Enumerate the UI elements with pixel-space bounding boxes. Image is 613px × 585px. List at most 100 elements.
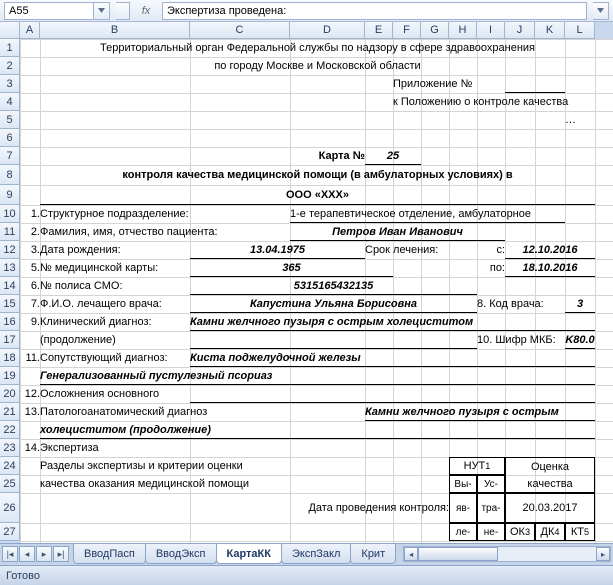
value-doctor: Капустина Ульяна Борисовна (190, 295, 477, 313)
row-header-3[interactable]: 3 (0, 75, 20, 93)
value-control-date: 20.03.2017 (505, 493, 595, 523)
value-pathoanatomical-2: холециститом (продолжение) (40, 421, 595, 439)
value-structure: 1-е терапевтическое отделение, амбулатор… (290, 205, 565, 223)
column-headers-row: ABCDEFGHIJKL (0, 22, 613, 39)
row-header-10[interactable]: 10 (0, 205, 20, 223)
row-header-9[interactable]: 9 (0, 185, 20, 205)
row-header-27[interactable]: 27 (0, 523, 20, 541)
value-diagnosis: Камни желчного пузыря с острым холецисти… (190, 313, 595, 331)
sheet-tab-ЭкспЗакл[interactable]: ЭкспЗакл (281, 544, 351, 564)
row-header-13[interactable]: 13 (0, 259, 20, 277)
col-header-E[interactable]: E (365, 22, 393, 39)
col-header-D[interactable]: D (290, 22, 365, 39)
label-card-no: № медицинской карты: (40, 259, 190, 277)
row-header-6[interactable]: 6 (0, 129, 20, 147)
col-header-I[interactable]: I (477, 22, 505, 39)
row-header-22[interactable]: 22 (0, 421, 20, 439)
sheet-tab-ВводЭксп[interactable]: ВводЭксп (145, 544, 217, 564)
col-header-C[interactable]: C (190, 22, 290, 39)
row-header-15[interactable]: 15 (0, 295, 20, 313)
label-policy: № полиса СМО: (40, 277, 190, 295)
row-header-7[interactable]: 7 (0, 147, 20, 165)
h-scroll-left[interactable]: ◂ (404, 547, 418, 561)
sheet-body: 1234567891011121314151617181920212223242… (0, 39, 613, 543)
col-ok: ОК3 (505, 523, 535, 541)
col-header-K[interactable]: K (535, 22, 565, 39)
row-header-20[interactable]: 20 (0, 385, 20, 403)
num-7: 7. (20, 295, 40, 313)
sheet-tabs-row: |◂ ◂ ▸ ▸| ВводПаспВводЭкспКартаККЭкспЗак… (0, 543, 613, 565)
row-header-16[interactable]: 16 (0, 313, 20, 331)
row-header-8[interactable]: 8 (0, 165, 20, 185)
value-pathoanatomical: Камни желчного пузыря с острым (365, 403, 595, 421)
column-headers: ABCDEFGHIJKL (20, 22, 595, 39)
blank-complications (190, 385, 595, 403)
row-header-26[interactable]: 26 (0, 493, 20, 523)
h-scroll-thumb[interactable] (418, 547, 498, 561)
row-header-14[interactable]: 14 (0, 277, 20, 295)
row-header-18[interactable]: 18 (0, 349, 20, 367)
row-header-12[interactable]: 12 (0, 241, 20, 259)
formula-input[interactable]: Экспертиза проведена: (162, 2, 587, 20)
num-13: 13. (20, 403, 40, 421)
row-header-5[interactable]: 5 (0, 111, 20, 129)
formula-bar-expand[interactable] (593, 2, 609, 20)
tab-nav-next[interactable]: ▸ (36, 546, 52, 562)
label-doctor-code: 8. Код врача: (477, 295, 565, 313)
row-header-4[interactable]: 4 (0, 93, 20, 111)
name-box[interactable]: A55 (4, 2, 94, 20)
col-header-F[interactable]: F (393, 22, 421, 39)
select-all-corner[interactable] (0, 22, 20, 39)
value-concomitant: Киста поджелудочной железы (190, 349, 595, 367)
row-header-1[interactable]: 1 (0, 39, 20, 57)
num-5: 5. (20, 259, 40, 277)
label-structure: Структурное подразделение: (40, 205, 290, 223)
tab-nav-last[interactable]: ▸| (53, 546, 69, 562)
appendix-number-blank (505, 75, 565, 93)
col-ocenka-2: качества (505, 475, 595, 493)
status-text: Готово (6, 570, 40, 582)
row-header-25[interactable]: 25 (0, 475, 20, 493)
exp-sections-2: качества оказания медицинской помощи (40, 475, 449, 493)
formula-bar-handle[interactable] (116, 2, 130, 20)
sheet-tabs: ВводПаспВводЭкспКартаККЭкспЗаклКрит (73, 544, 395, 564)
num-14: 14. (20, 439, 40, 457)
value-mkb: K80.0 (565, 331, 595, 349)
label-diagnosis: Клинический диагноз: (40, 313, 190, 331)
sheet-tab-Крит[interactable]: Крит (350, 544, 396, 564)
row-header-21[interactable]: 21 (0, 403, 20, 421)
name-box-dropdown[interactable] (94, 2, 110, 20)
row-header-19[interactable]: 19 (0, 367, 20, 385)
cell-grid[interactable]: Территориальный орган Федеральной службы… (20, 39, 613, 543)
label-continuation: (продолжение) (40, 331, 190, 349)
num-3: 3. (20, 241, 40, 259)
tab-nav-prev[interactable]: ◂ (19, 546, 35, 562)
sheet-tab-ВводПасп[interactable]: ВводПасп (73, 544, 146, 564)
label-treatment-period: Срок лечения: (365, 241, 449, 259)
col-vy2: яв- (449, 493, 477, 523)
h-scroll-right[interactable]: ▸ (596, 547, 610, 561)
h-scrollbar[interactable]: ◂ ▸ (403, 546, 611, 562)
col-header-G[interactable]: G (421, 22, 449, 39)
sheet-tab-КартаКК[interactable]: КартаКК (216, 544, 282, 564)
label-to: по: (449, 259, 505, 277)
col-header-H[interactable]: H (449, 22, 477, 39)
row-header-11[interactable]: 11 (0, 223, 20, 241)
col-us2: тра- (477, 493, 505, 523)
num-11: 11. (20, 349, 40, 367)
row-header-2[interactable]: 2 (0, 57, 20, 75)
col-header-B[interactable]: B (40, 22, 190, 39)
tab-nav-first[interactable]: |◂ (2, 546, 18, 562)
row-header-17[interactable]: 17 (0, 331, 20, 349)
col-header-J[interactable]: J (505, 22, 535, 39)
value-concomitant-2: Генерализованный пустулезный псориаз (40, 367, 595, 385)
col-header-L[interactable]: L (565, 22, 595, 39)
fx-button[interactable]: fx (136, 2, 156, 20)
col-us: Ус- (477, 475, 505, 493)
chevron-down-icon (98, 8, 105, 13)
col-header-A[interactable]: A (20, 22, 40, 39)
num-1: 1. (20, 205, 40, 223)
row-header-23[interactable]: 23 (0, 439, 20, 457)
chevron-down-icon (597, 8, 604, 13)
row-header-24[interactable]: 24 (0, 457, 20, 475)
